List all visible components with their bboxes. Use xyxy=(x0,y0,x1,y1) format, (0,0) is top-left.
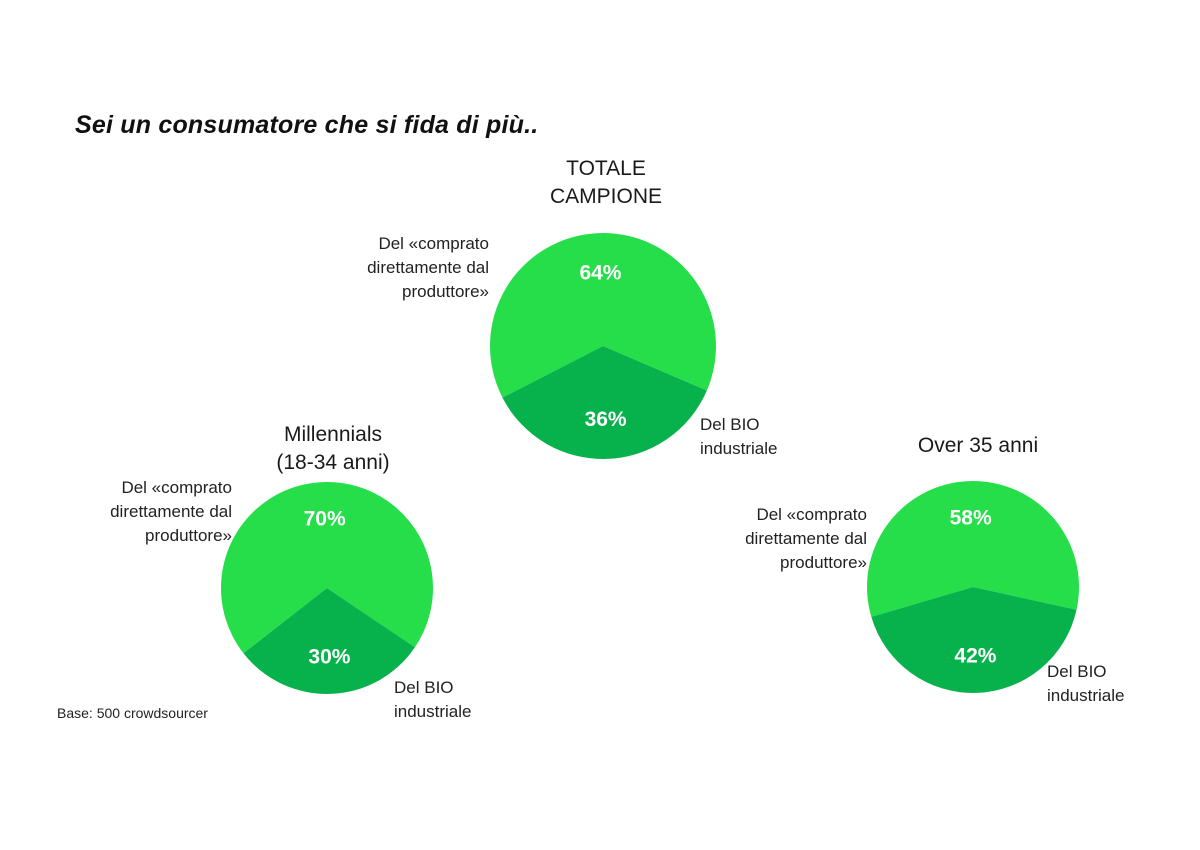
slice-label-comprato-millennials: Del «comprato direttamente dal produttor… xyxy=(110,478,232,545)
pie-chart-millennials: 70% 30% xyxy=(221,482,433,694)
pie-value-label-comprato: 64% xyxy=(579,261,621,284)
pie-slice-bio xyxy=(871,587,1077,693)
pie-title-millennials: Millennials (18-34 anni) xyxy=(276,423,390,474)
pie-value-label-bio: 42% xyxy=(954,644,996,667)
slice-label-bio-over35: Del BIO industriale xyxy=(1047,662,1125,705)
base-note: Base: 500 crowdsourcer xyxy=(57,705,208,721)
pie-slice-comprato xyxy=(490,233,717,398)
pie-slice-bio xyxy=(243,588,415,694)
pie-slice-comprato xyxy=(221,482,433,654)
slice-label-comprato-over35: Del «comprato direttamente dal produttor… xyxy=(745,505,867,572)
slice-label-bio-millennials: Del BIO industriale xyxy=(394,678,472,721)
pie-chart-totale: 64% 36% xyxy=(490,233,717,459)
pie-value-label-bio: 30% xyxy=(308,645,350,668)
pie-slice-comprato xyxy=(867,481,1079,617)
slice-label-bio-totale: Del BIO industriale xyxy=(700,415,778,458)
pie-slice-bio xyxy=(502,346,707,459)
page-title: Sei un consumatore che si fida di più.. xyxy=(75,111,539,139)
pie-title-totale: TOTALE CAMPIONE xyxy=(549,157,662,208)
pie-value-label-bio: 36% xyxy=(585,408,627,431)
pie-chart-over35: 58% 42% xyxy=(867,481,1079,693)
pie-value-label-comprato: 58% xyxy=(950,507,992,530)
pie-title-over35: Over 35 anni xyxy=(917,434,1039,457)
pie-value-label-comprato: 70% xyxy=(304,508,346,531)
slice-label-comprato-totale: Del «comprato direttamente dal produttor… xyxy=(367,234,489,301)
